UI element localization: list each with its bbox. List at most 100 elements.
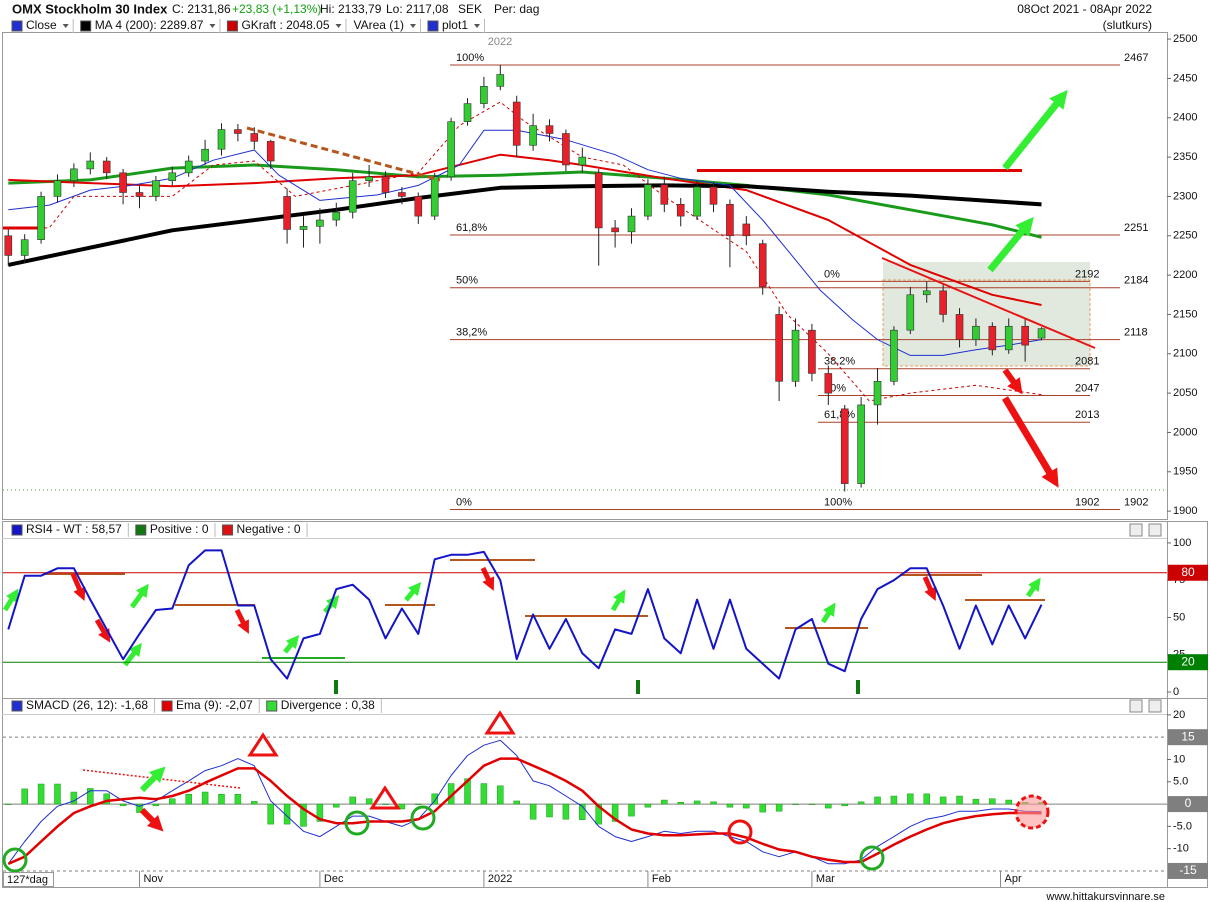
histogram-bar: [234, 794, 242, 805]
histogram-bar: [5, 803, 12, 805]
x-tick-label: Apr: [1005, 873, 1022, 885]
fib-value: 2047: [1075, 382, 1099, 394]
candle-body: [86, 160, 95, 170]
quote-item: SEK: [458, 2, 482, 16]
histogram-bar: [201, 791, 209, 805]
candle-body: [4, 235, 13, 256]
level-label: -15: [1179, 863, 1197, 877]
dropdown-arrow[interactable]: [474, 24, 480, 28]
icon[interactable]: [1148, 523, 1162, 537]
candle-body: [726, 203, 734, 237]
histogram-bar: [218, 794, 225, 805]
fib-label: 61,8%: [456, 222, 487, 234]
candle-body: [234, 129, 242, 134]
arrow-up: [139, 766, 166, 793]
y-tick-label: 20: [1173, 709, 1185, 721]
histogram-bar: [939, 796, 947, 805]
circle: [1014, 794, 1050, 830]
candle-body: [578, 156, 587, 166]
candle-body: [939, 290, 947, 315]
level-box: [1168, 862, 1208, 879]
legend-label: SMACD (26, 12): -1,68: [26, 698, 148, 712]
level-box: [1168, 729, 1208, 746]
arrow-up: [610, 589, 626, 612]
fib-label: 61,8%: [824, 409, 855, 421]
signal-bar: [636, 680, 640, 694]
triangle: [247, 732, 279, 757]
candle-body: [119, 172, 127, 193]
histogram-bar: [792, 803, 799, 805]
candle-body: [758, 243, 767, 288]
header-layer: OMX Stockholm 30 Index C: 2131,86 +23,83 (…: [11, 1, 1152, 713]
smacd-panel-frame: [2, 698, 1208, 888]
histogram-bar: [382, 803, 389, 805]
histogram-bar: [972, 798, 980, 805]
quote-item: +23,83 (+1,13%): [232, 2, 321, 16]
histogram-bar: [349, 796, 356, 805]
candle-body: [988, 325, 997, 351]
histogram-bar: [743, 803, 750, 809]
legend-label: VArea (1): [354, 18, 404, 32]
candle-body: [37, 196, 45, 241]
y-tick-label: 2050: [1173, 387, 1197, 399]
quote-item: C: 2131,86: [172, 2, 231, 16]
quote-item: Hi: 2133,79: [320, 2, 382, 16]
candle-body: [398, 192, 406, 197]
histogram-bar: [333, 803, 340, 808]
legend-label: Ema (9): -2,07: [176, 698, 253, 712]
candle-body: [955, 314, 964, 340]
legend-label: MA 4 (200): 2289.87: [95, 18, 204, 32]
y-tick-label: 2500: [1173, 33, 1197, 45]
dropdown-arrow[interactable]: [209, 24, 216, 28]
candle-body: [775, 314, 783, 382]
y-tick-label: 1950: [1173, 466, 1197, 478]
histogram-bar: [841, 803, 848, 807]
candle-body: [348, 180, 357, 213]
signal-bar: [334, 680, 338, 694]
histogram-bar: [857, 801, 865, 805]
arrow-up: [820, 602, 836, 624]
candle-body: [873, 381, 882, 406]
level-box: [1168, 796, 1208, 813]
price-annotations: [246, 89, 1096, 488]
histogram-bar: [628, 803, 635, 817]
arrow-down: [94, 618, 111, 643]
candle-body: [283, 196, 291, 230]
candle-body: [316, 219, 324, 227]
dropdown-arrow[interactable]: [335, 24, 342, 28]
y-tick-label: -5.0: [1173, 820, 1192, 832]
window-icons: [1129, 523, 1162, 713]
histogram-bar: [907, 793, 914, 805]
dropdown-arrow[interactable]: [62, 24, 69, 28]
candle-body: [660, 184, 669, 205]
y-tick-label: -10: [1173, 843, 1189, 855]
triangle: [484, 710, 516, 735]
dropdown-arrow[interactable]: [409, 24, 416, 28]
icon[interactable]: [1129, 523, 1143, 537]
candle-body: [529, 125, 537, 146]
arrow-down: [70, 573, 86, 601]
level-label: 80: [1181, 565, 1195, 579]
fib-value: 1902: [1124, 496, 1148, 508]
icon[interactable]: [1129, 699, 1143, 713]
histogram-bar: [529, 803, 537, 820]
arrow-up: [1002, 89, 1068, 171]
y-tick-label: 2450: [1173, 72, 1197, 84]
legend-swatch: [226, 20, 238, 32]
legend-swatch: [222, 524, 234, 536]
y-tick-label: 2100: [1173, 348, 1197, 360]
candle-body: [972, 325, 980, 340]
fib-label: 38,2%: [456, 327, 487, 339]
icon[interactable]: [1148, 699, 1162, 713]
fib-label: 50%: [456, 275, 478, 287]
candle-body: [1021, 325, 1029, 346]
histogram-bar: [365, 798, 373, 805]
histogram-bar: [87, 788, 94, 805]
chart-title: OMX Stockholm 30 Index: [12, 1, 168, 16]
candle-body: [102, 160, 111, 174]
candle-body: [201, 148, 209, 162]
candle-body: [217, 129, 226, 150]
histogram-bar: [644, 803, 652, 808]
arrow-up: [987, 216, 1034, 273]
